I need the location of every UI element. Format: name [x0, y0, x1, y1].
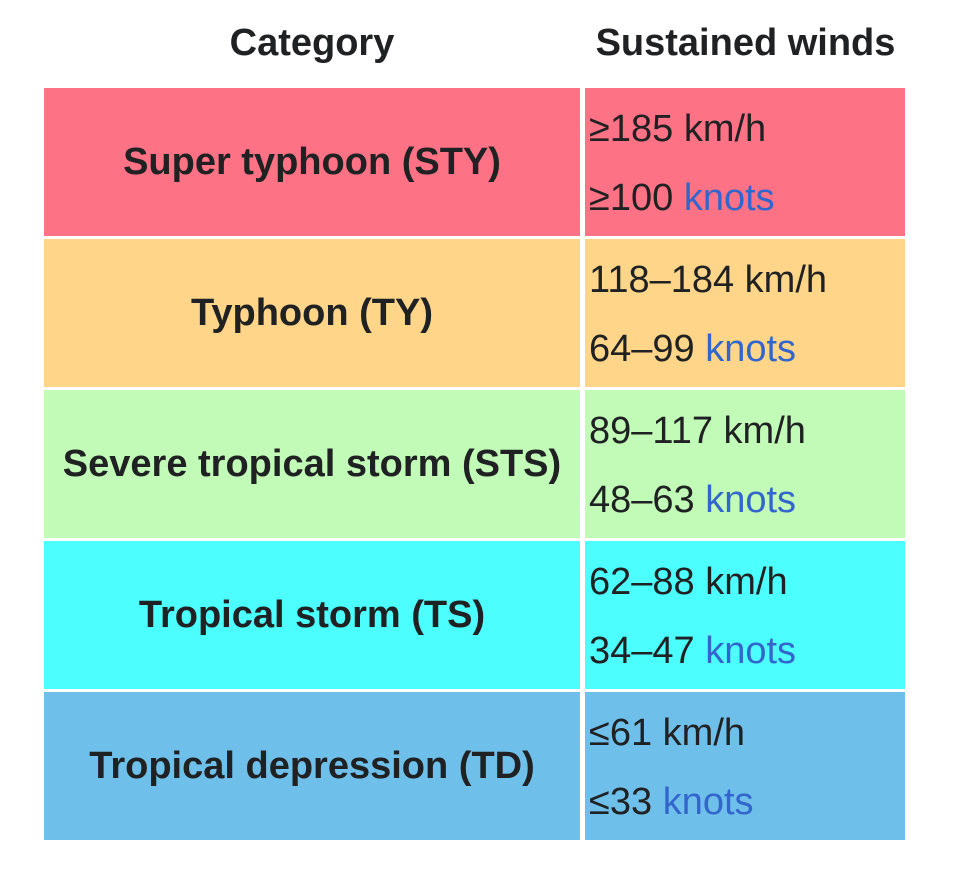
wind-speed-knots: ≥100 knots	[589, 177, 775, 220]
table-row: Super typhoon (STY) ≥185 km/h ≥100 knots	[44, 88, 905, 236]
knots-link[interactable]: knots	[705, 479, 797, 521]
wind-speed-knots: 64–99 knots	[589, 328, 796, 371]
winds-cell: ≤61 km/h ≤33 knots	[585, 692, 905, 840]
knots-link[interactable]: knots	[662, 781, 754, 823]
table-row: Severe tropical storm (STS) 89–117 km/h …	[44, 390, 905, 538]
winds-cell: 89–117 km/h 48–63 knots	[585, 390, 905, 538]
column-header-sustained-winds: Sustained winds	[595, 22, 896, 64]
knots-value: 34–47	[589, 630, 695, 672]
knots-value: 48–63	[589, 479, 695, 521]
knots-link[interactable]: knots	[683, 177, 775, 219]
table-row: Tropical depression (TD) ≤61 km/h ≤33 kn…	[44, 692, 905, 840]
wind-speed-kmh: ≥185 km/h	[589, 108, 767, 150]
knots-value: ≤33	[589, 781, 653, 823]
wind-speed-kmh: ≤61 km/h	[589, 712, 746, 754]
category-cell: Super typhoon (STY)	[44, 88, 580, 236]
table-row: Typhoon (TY) 118–184 km/h 64–99 knots	[44, 239, 905, 387]
category-label: Super typhoon (STY)	[123, 140, 501, 183]
category-label: Tropical storm (TS)	[138, 593, 486, 636]
knots-value: ≥100	[589, 177, 674, 219]
winds-cell: ≥185 km/h ≥100 knots	[585, 88, 905, 236]
wind-speed-knots: ≤33 knots	[589, 781, 754, 824]
category-label: Tropical depression (TD)	[89, 744, 535, 787]
column-header-category: Category	[229, 22, 395, 64]
wind-speed-kmh: 89–117 km/h	[589, 410, 806, 452]
category-cell: Typhoon (TY)	[44, 239, 580, 387]
wind-speed-knots: 34–47 knots	[589, 630, 796, 673]
wind-speed-kmh: 62–88 km/h	[589, 561, 788, 603]
table-header: Category Sustained winds	[44, 0, 905, 88]
winds-cell: 62–88 km/h 34–47 knots	[585, 541, 905, 689]
knots-link[interactable]: knots	[705, 328, 797, 370]
category-cell: Tropical depression (TD)	[44, 692, 580, 840]
category-label: Severe tropical storm (STS)	[62, 442, 562, 485]
category-cell: Tropical storm (TS)	[44, 541, 580, 689]
winds-cell: 118–184 km/h 64–99 knots	[585, 239, 905, 387]
knots-link[interactable]: knots	[705, 630, 797, 672]
knots-value: 64–99	[589, 328, 695, 370]
typhoon-category-table: Super typhoon (STY) ≥185 km/h ≥100 knots…	[44, 88, 905, 840]
wind-speed-knots: 48–63 knots	[589, 479, 796, 522]
wind-speed-kmh: 118–184 km/h	[589, 259, 828, 301]
table-row: Tropical storm (TS) 62–88 km/h 34–47 kno…	[44, 541, 905, 689]
category-label: Typhoon (TY)	[190, 291, 433, 334]
category-cell: Severe tropical storm (STS)	[44, 390, 580, 538]
